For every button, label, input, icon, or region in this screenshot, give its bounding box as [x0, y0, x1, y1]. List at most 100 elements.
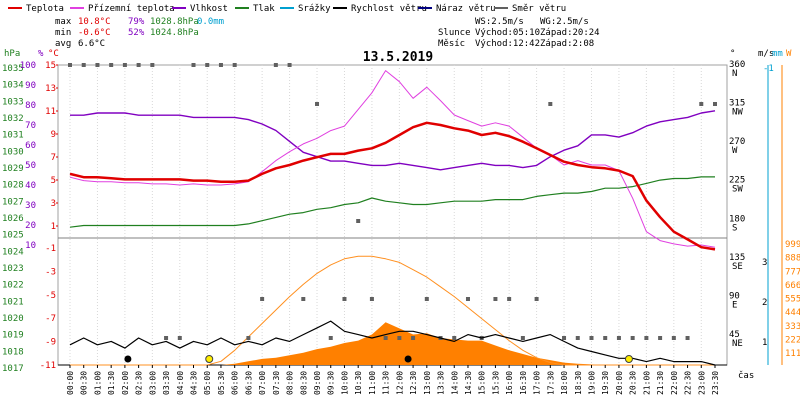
legend-label-7: Směr větru — [512, 4, 566, 14]
wind-dir-point — [191, 63, 196, 67]
wind-dir-point — [658, 336, 663, 340]
w-tick-4: 555 — [785, 295, 800, 305]
w-tick-1: 888 — [785, 254, 800, 264]
hpa-tick-16: 1019 — [2, 331, 24, 341]
wind-dir-point — [424, 297, 429, 301]
x-tick-label-7: 03:30 — [162, 371, 171, 395]
hpa-tick-10: 1025 — [2, 231, 24, 241]
ms-axis-label: m/s — [758, 49, 774, 59]
pct-tick-2: 80 — [25, 101, 36, 111]
wind-dir-point — [616, 336, 621, 340]
temp-tick-top-7: 1 — [51, 222, 56, 232]
sun-curve-line — [70, 255, 715, 366]
sun-rise: Východ:05:10 — [475, 28, 540, 38]
x-tick-label-36: 18:00 — [560, 371, 569, 395]
wind-dir-point — [95, 63, 100, 67]
wind-dir-point — [246, 336, 251, 340]
x-tick-label-46: 23:00 — [697, 371, 706, 395]
pct-tick-0: 100 — [20, 61, 36, 71]
x-tick-label-45: 22:30 — [684, 371, 693, 395]
x-tick-label-17: 08:30 — [299, 371, 308, 395]
stat-max-label: max — [55, 17, 72, 27]
hpa-tick-17: 1018 — [2, 347, 24, 357]
moonrise-marker — [404, 355, 412, 363]
w-tick-0: 999 — [785, 240, 800, 250]
legend-label-4: Srážky — [298, 4, 331, 14]
w-tick-8: 111 — [785, 349, 800, 359]
wind-gust-info: WG:2.5m/s — [540, 17, 589, 27]
x-tick-label-40: 20:00 — [615, 371, 624, 395]
wind-dir-point — [136, 63, 141, 67]
hpa-tick-3: 1032 — [2, 114, 24, 124]
wind-dir-point — [301, 297, 306, 301]
x-tick-label-44: 22:00 — [670, 371, 679, 395]
pct-tick-4: 60 — [25, 141, 36, 151]
legend-label-2: Vlhkost — [190, 4, 228, 14]
deg-tick-1: 315 — [729, 99, 745, 109]
wind-dir-point — [68, 63, 72, 67]
wind-dir-point — [177, 336, 182, 340]
dir-tick-7: NE — [732, 339, 743, 349]
sun-set: Západ:20:24 — [540, 28, 600, 38]
wind-dir-point — [287, 63, 292, 67]
ms-tick-1: 2 — [762, 298, 767, 308]
x-tick-label-26: 13:00 — [423, 371, 432, 395]
pct-tick-3: 70 — [25, 121, 36, 131]
wind-dir-point — [369, 297, 374, 301]
wind-dir-point — [575, 336, 580, 340]
x-tick-label-39: 19:30 — [601, 371, 610, 395]
x-tick-label-25: 12:30 — [409, 371, 418, 395]
deg-tick-2: 270 — [729, 137, 745, 147]
humidity-line — [70, 110, 716, 171]
x-tick-label-23: 11:30 — [382, 371, 391, 395]
wind-dir-point — [671, 336, 676, 340]
x-tick-label-42: 21:00 — [642, 371, 651, 395]
wind-dir-point — [81, 63, 86, 67]
wind-dir-point — [465, 297, 470, 301]
x-tick-label-32: 16:00 — [505, 371, 514, 395]
x-tick-label-19: 09:30 — [327, 371, 336, 395]
x-tick-label-16: 08:00 — [286, 371, 295, 395]
deg-tick-0: 360 — [729, 60, 745, 70]
temp-tick-bottom-4: -9 — [45, 338, 56, 348]
x-tick-label-47: 23:30 — [711, 371, 720, 395]
pct-tick-9: 10 — [25, 241, 36, 251]
temp-tick-top-6: 3 — [51, 199, 56, 209]
legend-label-6: Náraz větru — [436, 4, 496, 14]
deg-tick-5: 135 — [729, 253, 745, 263]
stat-max-temp: 10.8°C — [78, 17, 111, 27]
legend-label-1: Přízemní teplota — [88, 4, 175, 14]
x-tick-label-38: 19:00 — [587, 371, 596, 395]
x-tick-label-0: 00:00 — [66, 371, 75, 395]
x-tick-label-30: 15:00 — [478, 371, 487, 395]
x-tick-label-15: 07:30 — [272, 371, 281, 395]
wind-dir-point — [630, 336, 635, 340]
wind-dir-point — [507, 297, 512, 301]
legend-label-5: Rychlost větru — [351, 4, 427, 14]
x-tick-label-35: 17:30 — [546, 371, 555, 395]
hpa-tick-2: 1033 — [2, 97, 24, 107]
hpa-tick-12: 1023 — [2, 264, 24, 274]
wind-dir-point — [397, 336, 402, 340]
x-tick-label-18: 09:00 — [313, 371, 322, 395]
x-tick-label-12: 06:00 — [231, 371, 240, 395]
x-axis-label: čas — [738, 370, 754, 381]
x-tick-label-5: 02:30 — [135, 371, 144, 395]
x-tick-label-37: 18:30 — [574, 371, 583, 395]
solar-radiation-area — [70, 322, 715, 365]
x-tick-label-3: 01:30 — [107, 371, 116, 395]
x-tick-label-6: 03:00 — [148, 371, 157, 395]
stat-min-temp: -0.6°C — [78, 28, 111, 38]
chart-legend: Teplota Přízemní teplota Vlhkost Tlak Srážky… — [8, 4, 566, 14]
mm-axis-label: mm — [772, 49, 783, 59]
hpa-tick-5: 1030 — [2, 147, 24, 157]
temp-tick-top-0: 15 — [45, 61, 56, 71]
pct-tick-8: 20 — [25, 221, 36, 231]
stat-max-rain: 0.0mm — [197, 17, 224, 27]
x-tick-label-1: 00:30 — [80, 371, 89, 395]
x-tick-label-8: 04:00 — [176, 371, 185, 395]
wind-dir-point — [589, 336, 594, 340]
dir-tick-2: W — [732, 146, 738, 156]
